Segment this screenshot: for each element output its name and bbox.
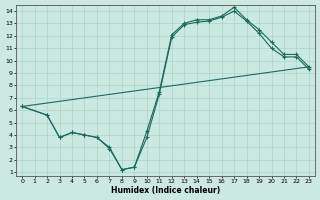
X-axis label: Humidex (Indice chaleur): Humidex (Indice chaleur) [111, 186, 220, 195]
